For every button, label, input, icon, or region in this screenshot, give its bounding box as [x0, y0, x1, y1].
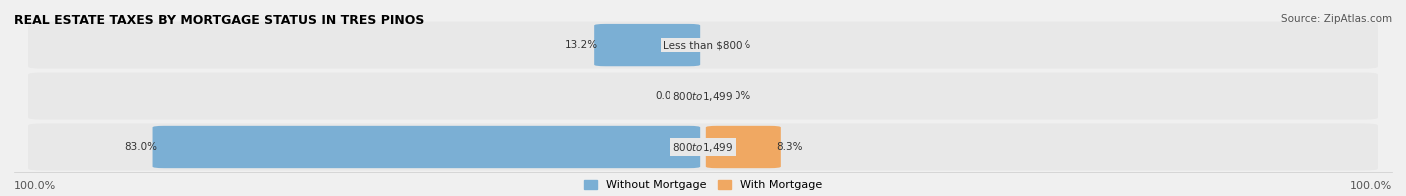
Text: $800 to $1,499: $800 to $1,499: [672, 90, 734, 103]
Text: 100.0%: 100.0%: [1350, 181, 1392, 191]
FancyBboxPatch shape: [595, 24, 700, 66]
Text: REAL ESTATE TAXES BY MORTGAGE STATUS IN TRES PINOS: REAL ESTATE TAXES BY MORTGAGE STATUS IN …: [14, 14, 425, 27]
Text: 13.2%: 13.2%: [565, 40, 599, 50]
FancyBboxPatch shape: [153, 126, 700, 168]
FancyBboxPatch shape: [28, 123, 1378, 171]
FancyBboxPatch shape: [28, 73, 1378, 120]
Text: $800 to $1,499: $800 to $1,499: [672, 141, 734, 153]
Text: 8.3%: 8.3%: [776, 142, 803, 152]
Text: 83.0%: 83.0%: [124, 142, 157, 152]
Text: 0.0%: 0.0%: [724, 40, 751, 50]
FancyBboxPatch shape: [706, 126, 780, 168]
Text: Less than $800: Less than $800: [664, 40, 742, 50]
Text: 0.0%: 0.0%: [724, 91, 751, 101]
Text: 0.0%: 0.0%: [655, 91, 682, 101]
Text: Source: ZipAtlas.com: Source: ZipAtlas.com: [1281, 14, 1392, 24]
FancyBboxPatch shape: [28, 22, 1378, 69]
Text: 100.0%: 100.0%: [14, 181, 56, 191]
Legend: Without Mortgage, With Mortgage: Without Mortgage, With Mortgage: [583, 180, 823, 191]
